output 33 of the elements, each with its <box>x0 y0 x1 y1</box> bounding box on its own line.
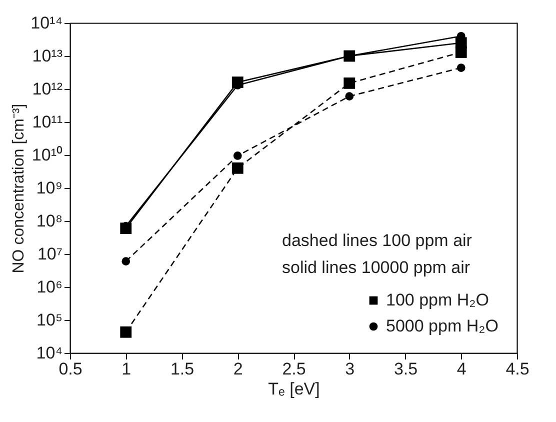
point <box>456 64 466 72</box>
legend-label: 5000 ppm H₂O <box>386 316 498 336</box>
legend-label: 100 ppm H₂O <box>386 290 489 310</box>
point <box>122 257 130 266</box>
y-axis-title: NO concentration [cm⁻³] <box>10 104 28 274</box>
y-tick-label: 10⁹ <box>36 178 62 198</box>
y-tick-label: 10¹⁴ <box>30 14 62 32</box>
x-tick-label: 2 <box>233 360 243 378</box>
y-tick-label: 10⁴ <box>36 344 62 362</box>
y-tick-label: 10⁶ <box>36 278 62 296</box>
point <box>345 92 354 100</box>
x-tick-label: 2.5 <box>282 360 306 378</box>
y-tick-label: 10⁸ <box>36 212 62 230</box>
point <box>344 77 356 89</box>
x-tick-label: 3.5 <box>394 360 418 378</box>
point <box>120 326 132 338</box>
y-tick-label: 10¹⁰ <box>32 146 62 164</box>
x-tick-label: 1.5 <box>170 360 194 378</box>
y-tick-label: 10¹² <box>32 80 63 98</box>
y-tick-label: 10¹³ <box>32 46 63 66</box>
y-tick-label: 10⁷ <box>37 244 62 264</box>
x-tick-label: 0.5 <box>58 360 82 378</box>
x-tick-label: 1 <box>122 360 132 378</box>
x-tick-label: 4.5 <box>506 360 530 378</box>
point <box>233 152 242 160</box>
annotation: solid lines 10000 ppm air <box>282 258 470 277</box>
y-tick-label: 10¹¹ <box>32 112 63 132</box>
point <box>232 162 244 174</box>
x-tick-label: 3 <box>345 360 355 378</box>
x-tick-label: 4 <box>456 360 466 378</box>
annotation: dashed lines 100 ppm air <box>282 231 472 250</box>
x-axis-title: Tₑ [eV] <box>268 380 320 398</box>
y-tick-label: 10⁵ <box>36 310 62 330</box>
